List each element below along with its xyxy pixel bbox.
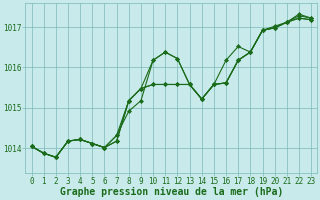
X-axis label: Graphe pression niveau de la mer (hPa): Graphe pression niveau de la mer (hPa) [60,187,283,197]
